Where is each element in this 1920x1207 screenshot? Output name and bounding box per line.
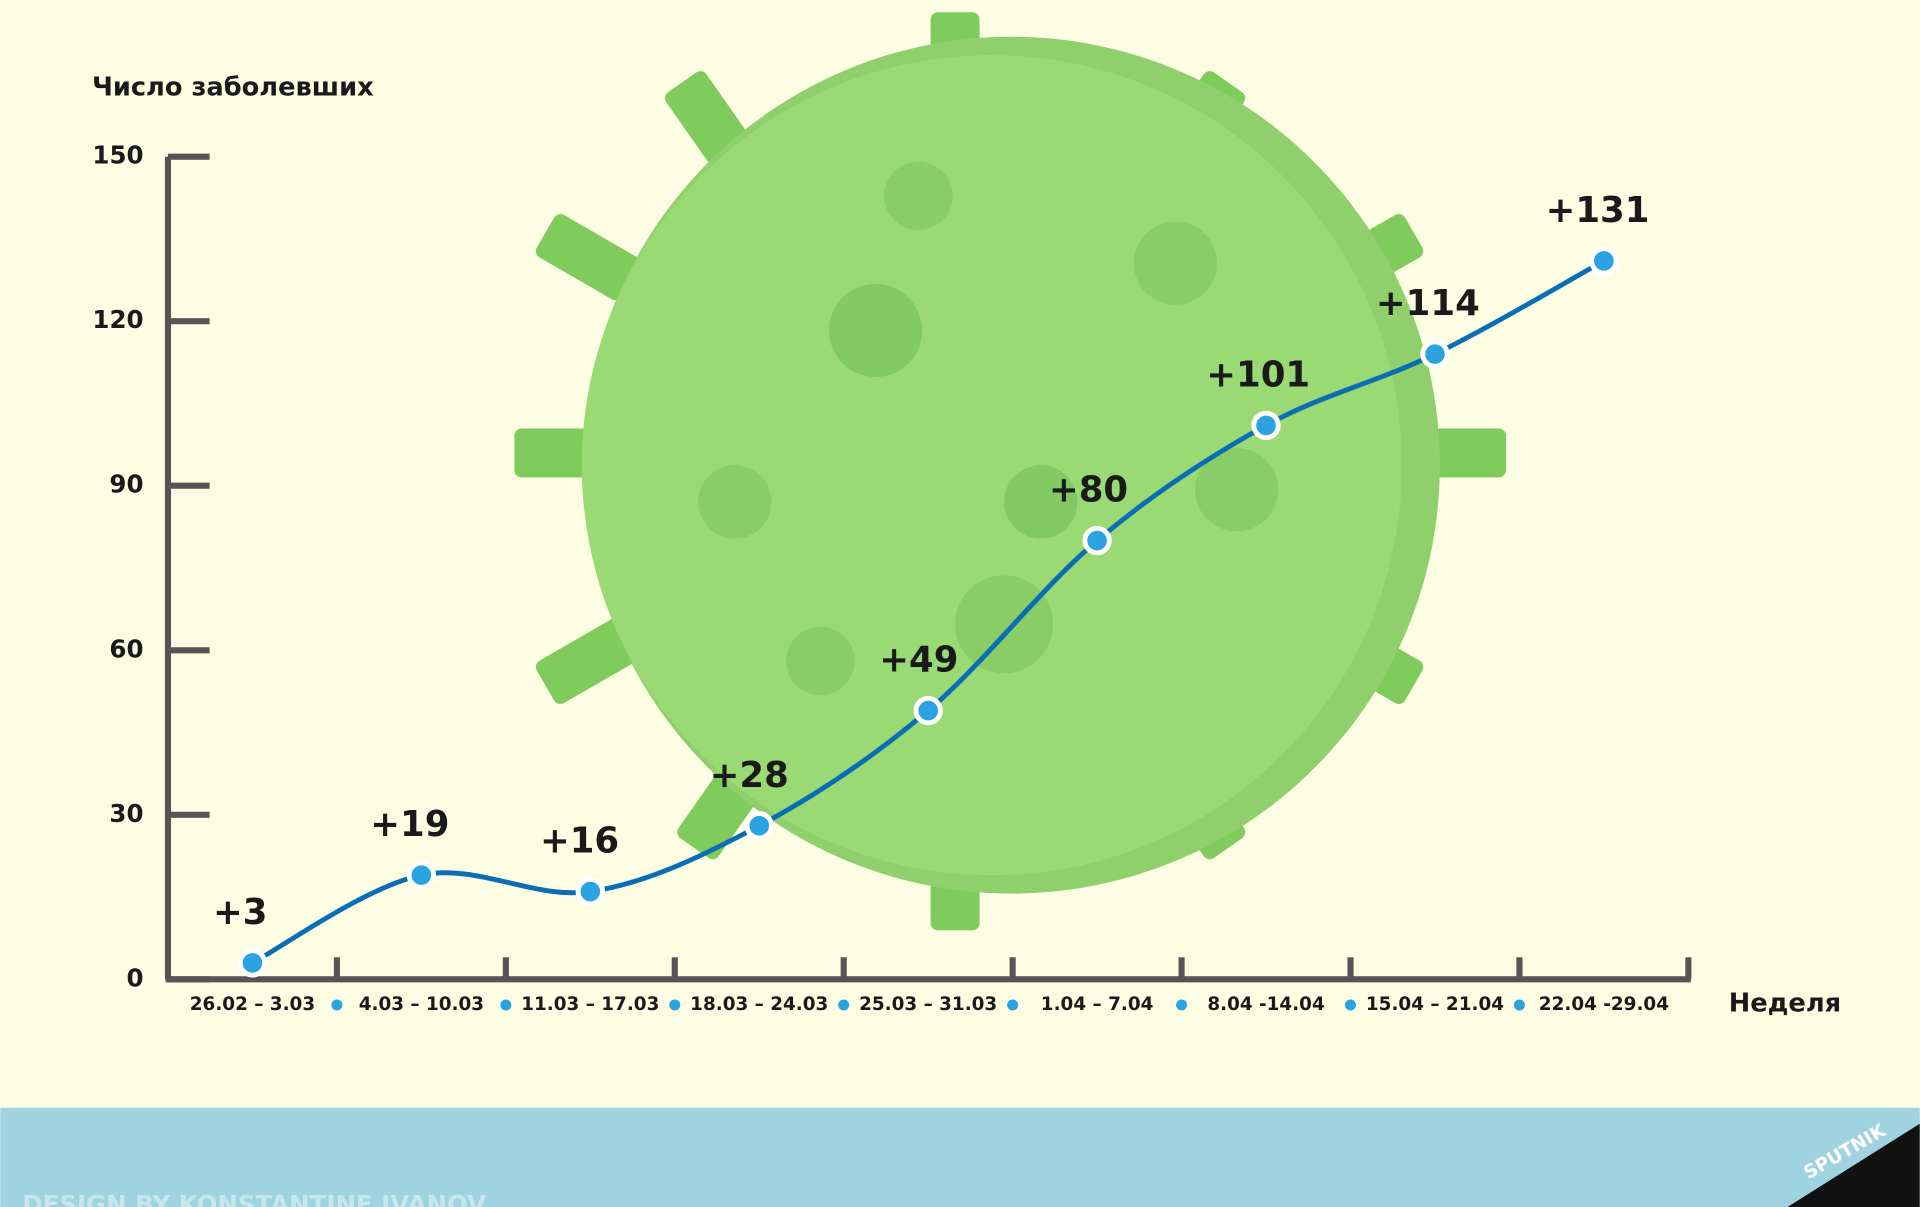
value-label: +28 bbox=[710, 755, 789, 796]
x-tick-label: 4.03 – 10.03 bbox=[359, 994, 484, 1015]
marker bbox=[1589, 246, 1619, 276]
value-label: +49 bbox=[879, 640, 958, 681]
marker bbox=[237, 948, 268, 978]
x-tick-label: 25.03 – 31.03 bbox=[859, 994, 997, 1015]
value-label: +131 bbox=[1546, 190, 1650, 231]
y-tick-label: 120 bbox=[92, 305, 143, 334]
footer-band bbox=[0, 1107, 1920, 1207]
x-dot bbox=[1344, 999, 1357, 1011]
y-tick-label: 150 bbox=[92, 141, 143, 170]
virus-illustration bbox=[514, 12, 1506, 931]
marker bbox=[744, 811, 774, 841]
marker bbox=[1251, 410, 1281, 441]
x-tick-label: 11.03 – 17.03 bbox=[521, 994, 659, 1015]
value-label: +101 bbox=[1206, 354, 1310, 395]
x-dot bbox=[1513, 999, 1525, 1011]
x-tick-label: 22.04 -29.04 bbox=[1539, 994, 1669, 1015]
y-axis-label: Число заболевших bbox=[92, 73, 374, 103]
marker bbox=[913, 695, 943, 726]
y-tick-label: 30 bbox=[109, 799, 143, 828]
x-axis-label: Неделя bbox=[1729, 988, 1841, 1018]
x-dot bbox=[1176, 999, 1188, 1011]
y-tick-label: 90 bbox=[109, 470, 143, 499]
x-tick-label: 26.02 – 3.03 bbox=[190, 994, 315, 1015]
y-tick-label: 60 bbox=[109, 634, 143, 663]
marker bbox=[1420, 339, 1450, 369]
x-dot bbox=[669, 999, 681, 1011]
marker bbox=[406, 860, 437, 890]
marker bbox=[1082, 525, 1112, 556]
value-label: +19 bbox=[370, 804, 449, 845]
x-dot bbox=[500, 999, 512, 1011]
credit: DESIGN BY KONSTANTINE IVANOV bbox=[22, 1190, 486, 1207]
value-label: +114 bbox=[1376, 283, 1480, 324]
marker bbox=[575, 876, 605, 907]
x-dot bbox=[1007, 999, 1019, 1011]
x-tick-label: 8.04 -14.04 bbox=[1207, 994, 1324, 1015]
x-tick-label: 15.04 – 21.04 bbox=[1366, 994, 1504, 1015]
value-label: +3 bbox=[213, 892, 267, 933]
x-dot bbox=[838, 999, 850, 1011]
x-tick-label: 1.04 – 7.04 bbox=[1041, 994, 1154, 1015]
value-label: +80 bbox=[1049, 470, 1128, 511]
x-tick-label: 18.03 – 24.03 bbox=[690, 994, 828, 1015]
value-label: +16 bbox=[540, 821, 619, 862]
x-dot bbox=[331, 999, 343, 1011]
y-tick-label: 0 bbox=[126, 963, 143, 992]
